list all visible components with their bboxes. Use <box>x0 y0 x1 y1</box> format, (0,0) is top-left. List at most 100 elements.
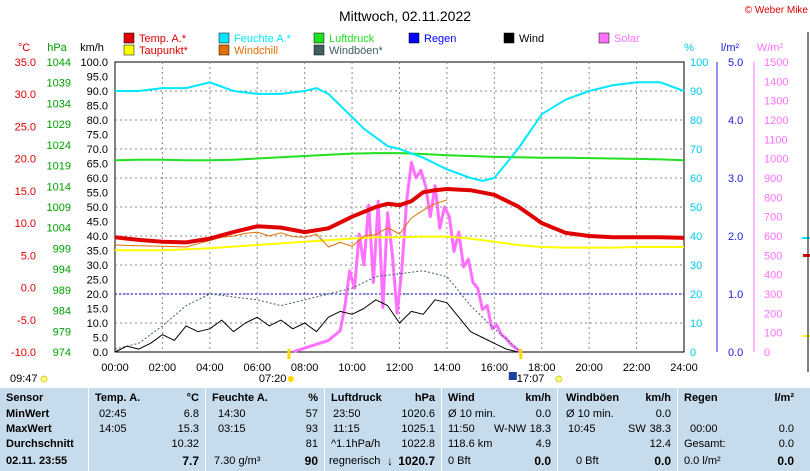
rain-tick-label: 2.0 <box>728 231 743 243</box>
wind-max: 18.3 <box>529 423 551 435</box>
wind-tick-label: 50.0 <box>87 202 108 214</box>
hum-min-time: 14:30 <box>218 408 246 420</box>
solar-tick-label: 0 <box>764 347 770 359</box>
hum-min: 57 <box>305 408 318 420</box>
gust-current: 0.0 <box>654 454 671 468</box>
x-tick-label: 02:00 <box>149 362 177 374</box>
wind-min-time: Ø 10 min. <box>448 408 496 420</box>
legend-label-luftdruck: Luftdruck <box>329 33 375 45</box>
hum-max: 93 <box>305 423 318 435</box>
col-temp: Temp. A. °C 02:45 6.8 14:05 15.3 10.32 7… <box>89 388 206 471</box>
temp-tick-label: 5.0 <box>21 250 36 262</box>
wind-tick-label: 45.0 <box>87 217 108 229</box>
series-wind <box>114 299 519 353</box>
solar-tick-label: 1200 <box>764 115 788 127</box>
sunset-label: 17:07 <box>517 373 545 385</box>
pressure-tick-label: 1014 <box>47 181 71 193</box>
temp-min-time: 02:45 <box>99 408 127 420</box>
solar-tick-label: 100 <box>764 328 782 340</box>
hum-max-time: 03:15 <box>218 423 246 435</box>
rain-tick-label: 5.0 <box>728 57 743 69</box>
wind-unit-label: km/h <box>80 42 104 54</box>
temp-tick-label: 0.0 <box>21 283 36 295</box>
header-gust-unit: km/h <box>645 392 671 404</box>
pressure-tick-label: 1009 <box>47 202 71 214</box>
wind-avg: 4.9 <box>535 438 551 450</box>
gust-beaufort: 0 Bft <box>576 455 599 467</box>
pressure-tick-label: 994 <box>53 264 71 276</box>
x-tick-label: 24:00 <box>670 362 698 374</box>
weather-chart: Mittwoch, 02.11.2022 © Weber Mike °C hPa k… <box>10 5 810 385</box>
x-tick-label: 00:00 <box>101 362 129 374</box>
legend-swatch-taupunkt <box>123 44 135 56</box>
pressure-tick-label: 1044 <box>47 57 71 69</box>
humidity-tick-label: 20 <box>690 289 702 301</box>
legend-swatch-solar <box>598 32 610 44</box>
humidity-tick-label: 80 <box>690 115 702 127</box>
wind-tick-label: 20.0 <box>87 289 108 301</box>
rain-tick-label: 0.0 <box>728 347 743 359</box>
wind-tick-label: 60.0 <box>87 173 108 185</box>
rain-total: 0.0 <box>778 438 794 450</box>
humidity-unit-label: % <box>684 42 694 54</box>
pressure-tick-label: 1039 <box>47 78 71 90</box>
row-min-label: MinWert <box>6 408 50 420</box>
gust-avg: 12.4 <box>649 438 671 450</box>
pressure-tick-label: 1029 <box>47 119 71 131</box>
humidity-tick-label: 30 <box>690 260 702 272</box>
sunrise-label: 07:20 <box>259 373 287 385</box>
humidity-tick-label: 100 <box>690 57 708 69</box>
col-humidity: Feuchte A. % 14:30 57 03:15 93 81 7.30 g… <box>206 388 325 471</box>
solar-tick-label: 800 <box>764 192 782 204</box>
wind-max-direction: W-NW <box>494 423 527 435</box>
press-min-time: 23:50 <box>333 408 361 420</box>
x-tick-label: 22:00 <box>623 362 651 374</box>
summary-table: Sensor MinWert MaxWert Durchschnitt 02.1… <box>0 388 810 471</box>
header-rain: Regen <box>684 392 718 404</box>
series-feuchte-a <box>115 81 685 182</box>
rain-unit-label: l/m² <box>721 42 740 54</box>
humidity-tick-label: 0 <box>690 347 696 359</box>
solar-tick-label: 300 <box>764 289 782 301</box>
solar-tick-label: 700 <box>764 212 782 224</box>
wind-max-time: 11:50 <box>448 423 475 435</box>
solar-unit-label: W/m² <box>757 42 784 54</box>
x-tick-label: 06:00 <box>243 362 271 374</box>
pressure-tick-label: 1034 <box>47 98 71 110</box>
rain-total-label: Gesamt: <box>684 438 726 450</box>
series-windb-en <box>114 270 519 350</box>
humidity-tick-label: 10 <box>690 318 702 330</box>
header-temp-unit: °C <box>186 392 199 404</box>
press-forecast: regnerisch <box>329 455 381 467</box>
x-tick-label: 14:00 <box>433 362 461 374</box>
wind-tick-label: 5.0 <box>93 333 108 345</box>
series-luftdruck <box>114 152 685 162</box>
temp-tick-label: 30.0 <box>15 89 36 101</box>
legend-swatch-windchill <box>218 44 230 56</box>
solar-tick-label: 500 <box>764 250 782 262</box>
wind-tick-label: 85.0 <box>87 101 108 113</box>
press-arrow-icon: ↓ <box>387 454 393 468</box>
solar-tick-label: 600 <box>764 231 782 243</box>
wind-current: 0.0 <box>534 454 551 468</box>
moon-icon <box>40 375 48 383</box>
legend-label-taupunkt: Taupunkt* <box>139 45 189 57</box>
wind-tick-label: 25.0 <box>87 275 108 287</box>
gust-max: 38.3 <box>649 423 671 435</box>
press-max-time: 11:15 <box>333 423 360 435</box>
x-tick-label: 04:00 <box>196 362 224 374</box>
wind-distance: 118.6 km <box>448 438 493 450</box>
x-tick-label: 18:00 <box>528 362 556 374</box>
col-rain: Regen l/m² 00:00 0.0 Gesamt: 0.0 0.0 l/m… <box>678 388 800 471</box>
press-avg: 1022.8 <box>401 438 435 450</box>
wind-tick-label: 35.0 <box>87 246 108 258</box>
solar-tick-label: 1000 <box>764 154 788 166</box>
chart-title: Mittwoch, 02.11.2022 <box>339 8 471 24</box>
temp-max: 15.3 <box>177 423 199 435</box>
x-tick-label: 08:00 <box>291 362 319 374</box>
legend-swatch-windb-en <box>313 44 325 56</box>
solar-tick-label: 1400 <box>764 76 788 88</box>
series-solar <box>292 161 522 354</box>
temp-unit-label: °C <box>18 42 30 54</box>
wind-tick-label: 100.0 <box>80 57 108 69</box>
